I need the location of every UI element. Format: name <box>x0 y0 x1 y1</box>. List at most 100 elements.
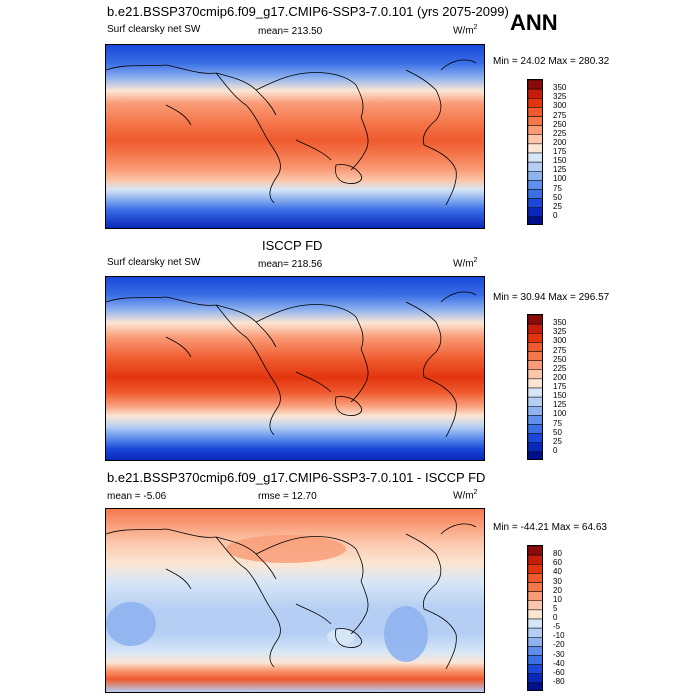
colorbar-tick-label: 175 <box>553 147 567 156</box>
colorbar-tick-label: 325 <box>553 92 567 102</box>
colorbar-box <box>528 637 542 647</box>
colorbar-box <box>528 351 542 361</box>
colorbar-box <box>528 591 542 601</box>
panel2-units: W/m2 <box>453 257 478 270</box>
colorbar-tick-label: 150 <box>553 391 567 401</box>
colorbar-box <box>528 198 542 208</box>
colorbar-box <box>528 433 542 443</box>
colorbar-tick-label: 200 <box>553 137 567 147</box>
colorbar-box <box>528 80 542 90</box>
colorbar-tick-label: 175 <box>553 382 567 391</box>
colorbar-tick-label: -80 <box>553 676 565 686</box>
colorbar-tick-label: 75 <box>553 418 562 428</box>
panel2-colorbar <box>527 314 543 460</box>
colorbar-box <box>528 189 542 199</box>
colorbar-box <box>528 378 542 389</box>
colorbar-tick-label: 75 <box>553 183 562 193</box>
panel3-colorbar <box>527 545 543 691</box>
panel2-minmax: Min = 30.94 Max = 296.57 <box>493 292 610 303</box>
colorbar-box <box>528 360 542 370</box>
panel1-variable: Surf clearsky net SW <box>107 24 201 35</box>
colorbar-box <box>528 107 542 117</box>
colorbar-tick-label: 300 <box>553 101 567 111</box>
colorbar-box <box>528 424 542 434</box>
panel2-field <box>106 277 484 460</box>
colorbar-tick-label: 225 <box>553 128 567 138</box>
panel2-variable: Surf clearsky net SW <box>107 257 201 268</box>
colorbar-tick-label: 250 <box>553 119 567 129</box>
colorbar-tick-label: 0 <box>553 210 558 220</box>
panel3-heading: b.e21.BSSP370cmip6.f09_g17.CMIP6-SSP3-7.… <box>107 470 486 485</box>
colorbar-tick-label: 0 <box>553 613 558 622</box>
colorbar-tick-label: 300 <box>553 336 567 346</box>
colorbar-tick-label: 5 <box>553 603 558 613</box>
colorbar-box <box>528 554 542 565</box>
colorbar-tick-label: -5 <box>553 622 561 632</box>
panel3-map <box>105 508 485 693</box>
colorbar-box <box>528 171 542 181</box>
colorbar-box <box>528 134 542 145</box>
colorbar-tick-label: -40 <box>553 658 565 668</box>
colorbar-box <box>528 564 542 574</box>
colorbar-tick-label: 350 <box>553 318 567 328</box>
colorbar-box <box>528 655 542 665</box>
colorbar-tick-label: 275 <box>553 110 567 120</box>
colorbar-box <box>528 442 542 453</box>
colorbar-box <box>528 546 542 556</box>
colorbar-tick-label: 40 <box>553 567 562 577</box>
colorbar-box <box>528 315 542 325</box>
colorbar-tick-label: 200 <box>553 372 567 382</box>
panel3-field <box>106 509 484 692</box>
panel3-mean: mean = -5.06 <box>107 491 167 502</box>
colorbar-box <box>528 415 542 425</box>
panel2-map <box>105 276 485 461</box>
colorbar-tick-label: 100 <box>553 174 567 184</box>
colorbar-box <box>528 98 542 108</box>
colorbar-tick-label: -30 <box>553 649 565 659</box>
colorbar-tick-label: -20 <box>553 640 565 650</box>
colorbar-box <box>528 387 542 398</box>
colorbar-box <box>528 646 542 656</box>
colorbar-box <box>528 216 542 224</box>
colorbar-box <box>528 207 542 218</box>
colorbar-box <box>528 582 542 592</box>
colorbar-tick-label: 150 <box>553 156 567 166</box>
panel1-minmax: Min = 24.02 Max = 280.32 <box>493 56 610 67</box>
colorbar-tick-label: -60 <box>553 667 565 677</box>
panel1-mean: mean= 213.50 <box>258 26 323 37</box>
colorbar-tick-label: -10 <box>553 631 565 641</box>
panel3-units: W/m2 <box>453 489 478 502</box>
colorbar-box <box>528 664 542 674</box>
colorbar-tick-label: 325 <box>553 327 567 337</box>
colorbar-box <box>528 116 542 126</box>
colorbar-box <box>528 609 542 620</box>
colorbar-box <box>528 342 542 352</box>
colorbar-tick-label: 80 <box>553 549 562 559</box>
colorbar-tick-label: 0 <box>553 445 558 455</box>
panel1-colorbar-boxes <box>527 79 543 225</box>
colorbar-box <box>528 143 542 154</box>
colorbar-box <box>528 88 542 99</box>
colorbar-tick-label: 10 <box>553 594 562 604</box>
colorbar-tick-label: 350 <box>553 83 567 93</box>
colorbar-box <box>528 323 542 334</box>
panel1-map <box>105 44 485 229</box>
colorbar-tick-label: 20 <box>553 585 562 595</box>
colorbar-box <box>528 125 542 135</box>
season-label: ANN <box>510 10 558 35</box>
colorbar-tick-label: 125 <box>553 400 567 410</box>
colorbar-tick-label: 30 <box>553 576 562 586</box>
panel3-rmse: rmse = 12.70 <box>258 491 317 502</box>
colorbar-tick-label: 50 <box>553 427 562 437</box>
plot-title: b.e21.BSSP370cmip6.f09_g17.CMIP6-SSP3-7.… <box>107 4 509 19</box>
colorbar-tick-label: 50 <box>553 192 562 202</box>
colorbar-box <box>528 406 542 416</box>
colorbar-box <box>528 152 542 163</box>
colorbar-box <box>528 573 542 583</box>
colorbar-tick-label: 100 <box>553 409 567 419</box>
colorbar-box <box>528 369 542 380</box>
colorbar-tick-label: 60 <box>553 558 562 568</box>
panel3-colorbar-boxes <box>527 545 543 691</box>
colorbar-box <box>528 333 542 343</box>
panel1-field <box>106 45 484 228</box>
